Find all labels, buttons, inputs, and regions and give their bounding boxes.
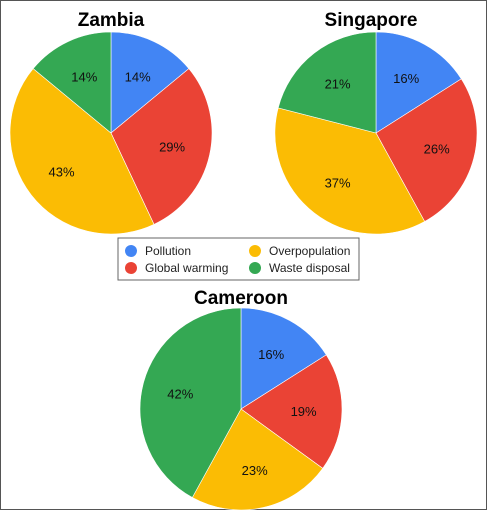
pie-slice-cameroon-pollution bbox=[240, 307, 327, 410]
pie-slice-singapore-waste-disposal bbox=[277, 31, 377, 134]
pie-title-cameroon: Cameroon bbox=[194, 288, 288, 309]
slice-label-zambia-global-warming: 29% bbox=[159, 140, 185, 155]
legend-marker-waste-disposal bbox=[249, 262, 261, 274]
slice-label-zambia-pollution: 14% bbox=[125, 69, 151, 84]
slice-label-zambia-overpopulation: 43% bbox=[48, 164, 74, 179]
pie-chart-singapore: Singapore 16% 26% 37% 21% bbox=[274, 10, 478, 235]
slice-label-singapore-overpopulation: 37% bbox=[325, 176, 351, 191]
slice-label-cameroon-waste-disposal: 42% bbox=[167, 386, 193, 401]
legend-label-pollution: Pollution bbox=[145, 244, 191, 258]
legend-label-waste-disposal: Waste disposal bbox=[269, 261, 350, 275]
pie-slice-singapore-pollution bbox=[375, 31, 462, 134]
pie-slice-cameroon-waste-disposal bbox=[139, 307, 242, 498]
pie-slice-zambia-overpopulation bbox=[9, 68, 155, 235]
slice-label-cameroon-overpopulation: 23% bbox=[242, 463, 268, 478]
legend-marker-global-warming bbox=[125, 262, 137, 274]
pie-slice-singapore-overpopulation bbox=[274, 107, 426, 235]
pie-slice-cameroon-overpopulation bbox=[191, 408, 324, 511]
pie-slice-cameroon-global-warming bbox=[240, 354, 343, 469]
pie-layer: Zambia 14% 29% 43% 14% Singapore 16% 26% 37% 21% C… bbox=[9, 10, 478, 511]
pie-slice-zambia-waste-disposal bbox=[32, 31, 112, 134]
legend-marker-overpopulation bbox=[249, 245, 261, 257]
pie-slice-singapore-global-warming bbox=[375, 78, 478, 222]
slice-label-singapore-global-warming: 26% bbox=[424, 142, 450, 157]
pie-chart-zambia: Zambia 14% 29% 43% 14% bbox=[9, 10, 213, 235]
pie-slice-zambia-global-warming bbox=[110, 68, 213, 225]
slice-label-singapore-pollution: 16% bbox=[393, 71, 419, 86]
slice-label-cameroon-global-warming: 19% bbox=[291, 404, 317, 419]
legend-label-overpopulation: Overpopulation bbox=[269, 244, 350, 258]
legend-marker-pollution bbox=[125, 245, 137, 257]
legend-label-global-warming: Global warming bbox=[145, 261, 228, 275]
slice-label-singapore-waste-disposal: 21% bbox=[325, 77, 351, 92]
pie-chart-cameroon: Cameroon 16% 19% 23% 42% bbox=[139, 288, 343, 511]
pie-title-zambia: Zambia bbox=[78, 10, 145, 31]
legend: Pollution Global warming Overpopulation Was… bbox=[117, 237, 360, 281]
slice-label-cameroon-pollution: 16% bbox=[258, 347, 284, 362]
slice-label-zambia-waste-disposal: 14% bbox=[71, 69, 97, 84]
legend-box bbox=[117, 237, 360, 281]
pie-slice-zambia-pollution bbox=[110, 31, 190, 134]
pie-title-singapore: Singapore bbox=[325, 10, 418, 31]
